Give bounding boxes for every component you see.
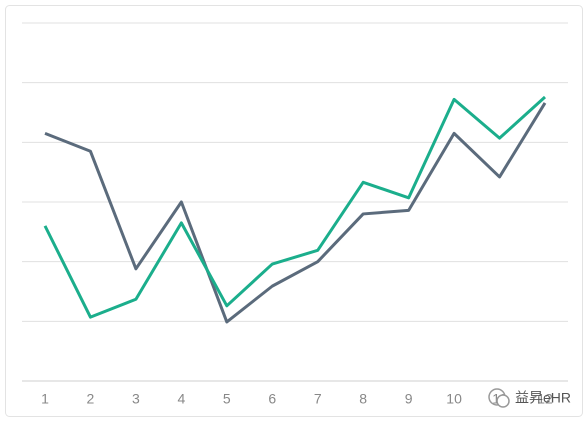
- watermark-icon: [496, 394, 510, 408]
- x-tick-label: 10: [446, 391, 462, 407]
- line-series: [43, 95, 547, 319]
- x-tick-label: 4: [177, 391, 185, 407]
- x-tick-label: 6: [268, 391, 276, 407]
- x-tick-label: 5: [223, 391, 231, 407]
- x-tick-label: 12: [537, 391, 553, 407]
- watermark-text: 益昇eHR: [515, 390, 571, 406]
- watermark: 益昇eHR: [488, 388, 571, 408]
- chart-frame: [5, 5, 583, 417]
- line-series: [44, 102, 547, 324]
- x-tick-label: 3: [132, 391, 140, 407]
- x-tick-label: 7: [314, 391, 322, 407]
- x-tick-label: 1: [41, 391, 49, 407]
- x-tick-label: 8: [359, 391, 367, 407]
- x-tick-label: 2: [87, 391, 95, 407]
- x-tick-label: 9: [405, 391, 413, 407]
